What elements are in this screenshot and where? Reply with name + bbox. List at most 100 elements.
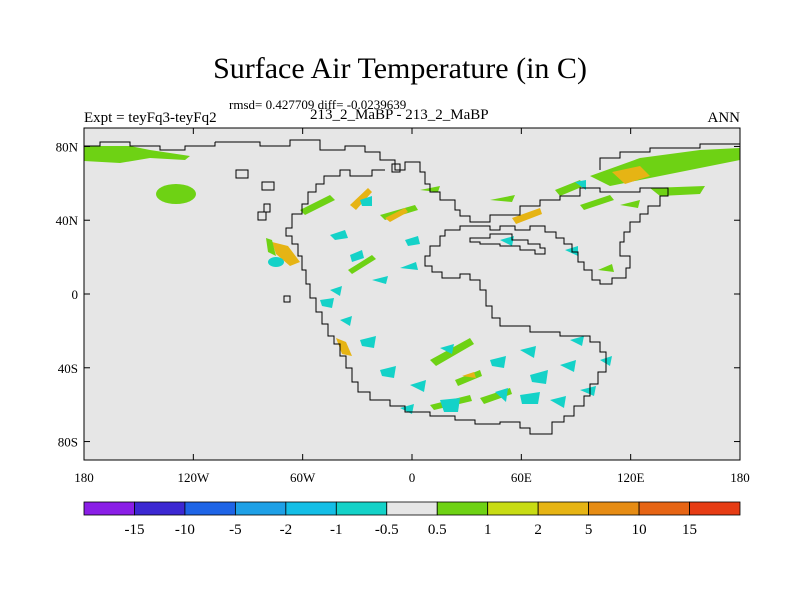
colorbar-swatch [184, 501, 236, 516]
colorbar-label: 5 [585, 522, 593, 538]
x-tick-label: 180 [74, 470, 94, 485]
colorbar-swatch [386, 501, 438, 516]
coastlines [84, 139, 740, 435]
anomaly-patches [84, 146, 740, 414]
colorbar-swatch [537, 501, 590, 516]
x-tick-label: 120E [617, 470, 645, 485]
anomaly-patch-s18 [550, 396, 566, 408]
anomaly-patch-s11 [560, 360, 576, 372]
colorbar-label: -2 [280, 522, 293, 538]
y-tick-label: 40S [58, 361, 78, 376]
coastline-island-3 [263, 203, 271, 213]
anomaly-patch-n11 [405, 236, 420, 246]
colorbar-label: 15 [682, 522, 697, 538]
x-tick-label: 0 [409, 470, 416, 485]
colorbar-swatch [638, 501, 690, 516]
colorbar-swatch [487, 501, 539, 516]
anomaly-patch-west-coast-warm [272, 242, 300, 266]
experiment-label: Expt = teyFq3-teyFq2 [84, 110, 217, 126]
anomaly-patch-n3 [360, 196, 372, 206]
anomaly-patch-e6 [620, 200, 640, 208]
colorbar-swatch [134, 501, 186, 516]
anomaly-patch-s14 [440, 398, 460, 412]
x-tick-label: 180 [730, 470, 750, 485]
anomaly-patch-n1 [300, 195, 335, 215]
stats-line: rmsd= 0.427709 diff= -0.0239639 [229, 97, 407, 112]
map-panel: 180 120W 60W 0 60E 120E 180 80N 40N 0 40S 80S [56, 127, 750, 485]
anomaly-patch-e4 [580, 195, 614, 210]
coastline-island-2 [261, 181, 275, 191]
colorbar-label: -10 [175, 522, 195, 538]
coastline-island-4 [257, 211, 267, 221]
colorbar-swatch [285, 501, 337, 516]
anomaly-patch-north-pacific [156, 184, 196, 204]
colorbar-label: -15 [124, 522, 144, 538]
anomaly-patch-e2 [512, 208, 542, 224]
anomaly-patch-s20 [570, 336, 584, 346]
colorbar-label: 1 [484, 522, 492, 538]
anomaly-patch-s16 [495, 388, 508, 402]
axis-ticks: 180 120W 60W 0 60E 120E 180 80N 40N 0 40S 80S [56, 128, 750, 485]
y-tick-label: 0 [72, 287, 79, 302]
y-tick-label: 40N [56, 213, 79, 228]
x-tick-label: 120W [177, 470, 210, 485]
anomaly-patch-n9 [372, 276, 388, 284]
anomaly-patch-s9 [520, 346, 536, 358]
x-tick-label: 60E [511, 470, 532, 485]
anomaly-patch-s7 [462, 372, 476, 378]
anomaly-patch-siberia-warm [612, 166, 650, 184]
anomaly-patch-s8 [490, 356, 506, 368]
colorbar-swatch [335, 501, 388, 516]
y-tick-label: 80N [56, 139, 79, 154]
anomaly-patch-west-coast-green [266, 238, 276, 256]
anomaly-patch-s5 [410, 380, 426, 392]
colorbar: -15 -10 -5 -2 -1 -0.5 0.5 1 2 5 10 15 [83, 501, 741, 538]
coastline-arctic-east [599, 143, 740, 170]
anomaly-patch-s6 [455, 370, 482, 386]
y-tick-label: 80S [58, 435, 78, 450]
anomaly-patch-s3 [440, 344, 454, 354]
anomaly-patch-e9 [500, 236, 514, 246]
colorbar-label: -5 [229, 522, 242, 538]
colorbar-swatch [588, 501, 640, 516]
coastline-inner-sea [469, 233, 546, 255]
anomaly-patch-n14 [320, 298, 334, 308]
coastline-island-6 [391, 163, 401, 173]
anomaly-patch-e3 [555, 180, 584, 196]
anomaly-patch-n13 [330, 286, 342, 296]
anomaly-patch-southwest-warm [336, 338, 352, 356]
anomaly-patch-n7 [350, 250, 364, 262]
colorbar-label: 0.5 [428, 522, 447, 538]
colorbar-swatch [83, 501, 135, 516]
anomaly-patch-s17 [520, 392, 540, 404]
anomaly-patch-s12 [580, 386, 596, 396]
coastline-main-continent [215, 139, 669, 435]
coastline-island-1 [235, 169, 249, 179]
anomaly-patch-n15 [340, 316, 352, 326]
anomaly-patch-n12 [400, 262, 418, 270]
colorbar-swatch [234, 501, 287, 516]
x-tick-label: 60W [290, 470, 316, 485]
anomaly-patch-s1 [360, 336, 376, 348]
anomaly-patch-e8 [598, 264, 614, 272]
cases-label: 213_2_MaBP - 213_2_MaBP [310, 107, 489, 123]
colorbar-label: -1 [330, 522, 343, 538]
coastline-island-5 [283, 295, 291, 303]
coastline-arctic-west [84, 141, 216, 151]
colorbar-swatch [436, 501, 489, 516]
anomaly-patch-n2 [350, 188, 372, 210]
colorbar-swatch [689, 501, 741, 516]
anomaly-patch-s4 [380, 366, 396, 378]
anomaly-patch-n5 [385, 208, 408, 222]
anomaly-patch-n6 [330, 230, 348, 240]
anomaly-patch-n8 [348, 255, 376, 274]
colorbar-label: 2 [534, 522, 542, 538]
period-label: ANN [707, 110, 741, 126]
anomaly-patch-e1 [490, 195, 515, 202]
anomaly-patch-s10 [530, 370, 548, 384]
anomaly-patch-west-coast-cool [268, 257, 284, 267]
map-title: Surface Air Temperature (in C) [213, 52, 587, 85]
colorbar-label: 10 [632, 522, 647, 538]
colorbar-label: -0.5 [375, 522, 399, 538]
